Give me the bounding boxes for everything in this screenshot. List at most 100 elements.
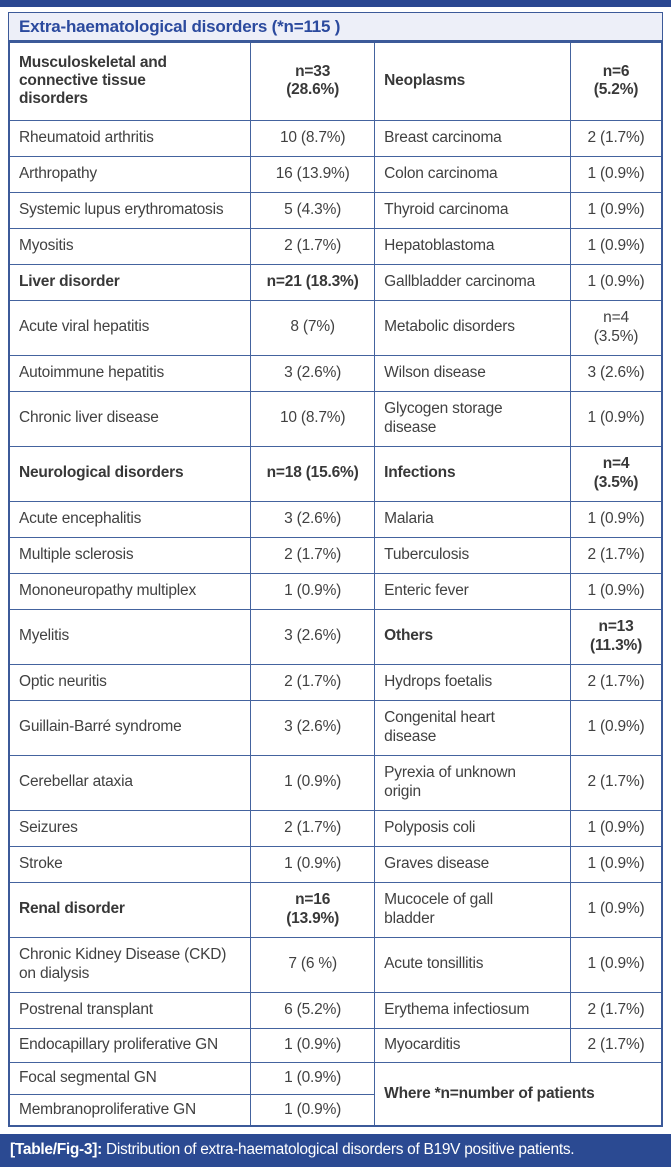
table-row: Chronic Kidney Disease (CKD) on dialysis… bbox=[8, 936, 663, 993]
disorder-cell: Tuberculosis bbox=[374, 536, 572, 574]
figure-caption: [Table/Fig-3]: Distribution of extra-hae… bbox=[0, 1134, 671, 1167]
count-cell: 3 (2.6%) bbox=[570, 354, 663, 392]
count-cell: 2 (1.7%) bbox=[570, 754, 663, 811]
table-title: Extra-haematological disorders (*n=115 ) bbox=[19, 17, 341, 36]
count-cell: 1 (0.9%) bbox=[250, 845, 376, 883]
table-row: Neurological disorders n=18 (15.6%) Infect… bbox=[8, 445, 663, 502]
count-cell: 2 (1.7%) bbox=[570, 1027, 663, 1063]
count-cell: 16 (13.9%) bbox=[250, 155, 376, 193]
count-cell: 2 (1.7%) bbox=[250, 227, 376, 265]
disorder-cell: Myocarditis bbox=[374, 1027, 572, 1063]
disorder-cell: Enteric fever bbox=[374, 572, 572, 610]
disorder-cell: Colon carcinoma bbox=[374, 155, 572, 193]
count-cell: 1 (0.9%) bbox=[570, 936, 663, 993]
count-cell: 2 (1.7%) bbox=[250, 809, 376, 847]
count-cell: n=13 (11.3%) bbox=[570, 608, 663, 665]
table-row: Endocapillary proliferative GN 1 (0.9%) My… bbox=[8, 1027, 663, 1063]
table-row: Cerebellar ataxia 1 (0.9%) Pyrexia of unkn… bbox=[8, 754, 663, 811]
count-cell: 10 (8.7%) bbox=[250, 119, 376, 157]
disorder-cell: Chronic Kidney Disease (CKD) on dialysis bbox=[8, 936, 252, 993]
count-cell: 1 (0.9%) bbox=[570, 881, 663, 938]
disorder-cell: Hydrops foetalis bbox=[374, 663, 572, 701]
disorder-cell: Infections bbox=[374, 445, 572, 502]
count-cell: 2 (1.7%) bbox=[570, 991, 663, 1029]
table-row: Stroke 1 (0.9%) Graves disease 1 (0.9%) bbox=[8, 845, 663, 883]
table-row: Acute encephalitis 3 (2.6%) Malaria 1 (0.9%… bbox=[8, 500, 663, 538]
table-row: Mononeuropathy multiplex 1 (0.9%) Enteric … bbox=[8, 572, 663, 610]
count-cell: 6 (5.2%) bbox=[250, 991, 376, 1029]
disorder-cell: Stroke bbox=[8, 845, 252, 883]
disorders-table: Musculoskeletal and connective tissue di… bbox=[8, 41, 663, 1127]
disorder-cell: Breast carcinoma bbox=[374, 119, 572, 157]
disorder-cell: Neoplasms bbox=[374, 41, 572, 121]
disorder-cell: Pyrexia of unknown origin bbox=[374, 754, 572, 811]
disorder-cell: Guillain-Barré syndrome bbox=[8, 699, 252, 756]
table-row: Guillain-Barré syndrome 3 (2.6%) Congenita… bbox=[8, 699, 663, 756]
caption-label: [Table/Fig-3]: bbox=[10, 1141, 102, 1158]
disorder-cell: Erythema infectiosum bbox=[374, 991, 572, 1029]
disorder-cell: Malaria bbox=[374, 500, 572, 538]
disorder-cell: Hepatoblastoma bbox=[374, 227, 572, 265]
table-row: Myositis 2 (1.7%) Hepatoblastoma 1 (0.9%) bbox=[8, 227, 663, 265]
table-row: Seizures 2 (1.7%) Polyposis coli 1 (0.9%) bbox=[8, 809, 663, 847]
disorder-cell: Optic neuritis bbox=[8, 663, 252, 701]
count-cell: n=4 (3.5%) bbox=[570, 299, 663, 356]
disorder-cell: Mucocele of gall bladder bbox=[374, 881, 572, 938]
table-row: Renal disorder n=16 (13.9%) Mucocele of ga… bbox=[8, 881, 663, 938]
count-cell: 2 (1.7%) bbox=[570, 119, 663, 157]
count-cell: 1 (0.9%) bbox=[570, 699, 663, 756]
count-cell: 1 (0.9%) bbox=[250, 754, 376, 811]
table-header-row: Extra-haematological disorders (*n=115 ) bbox=[8, 12, 663, 41]
table-row: Musculoskeletal and connective tissue di… bbox=[8, 41, 663, 121]
count-cell: n=16 (13.9%) bbox=[250, 881, 376, 938]
count-cell: 1 (0.9%) bbox=[570, 809, 663, 847]
table-row: Postrenal transplant 6 (5.2%) Erythema inf… bbox=[8, 991, 663, 1029]
disorders-table-body: Musculoskeletal and connective tissue di… bbox=[8, 41, 663, 1127]
count-cell: 1 (0.9%) bbox=[250, 1061, 376, 1095]
disorder-cell: Cerebellar ataxia bbox=[8, 754, 252, 811]
count-cell: n=4 (3.5%) bbox=[570, 445, 663, 502]
count-cell: 3 (2.6%) bbox=[250, 699, 376, 756]
count-cell: 3 (2.6%) bbox=[250, 500, 376, 538]
top-accent-bar bbox=[0, 0, 671, 7]
disorder-cell: Congenital heart disease bbox=[374, 699, 572, 756]
disorder-cell: Liver disorder bbox=[8, 263, 252, 301]
count-cell: n=6 (5.2%) bbox=[570, 41, 663, 121]
count-cell: 1 (0.9%) bbox=[570, 500, 663, 538]
disorder-cell: Gallbladder carcinoma bbox=[374, 263, 572, 301]
table-row: Optic neuritis 2 (1.7%) Hydrops foetalis 2 … bbox=[8, 663, 663, 701]
disorder-cell: Polyposis coli bbox=[374, 809, 572, 847]
count-cell: 5 (4.3%) bbox=[250, 191, 376, 229]
table-row: Chronic liver disease 10 (8.7%) Glycogen s… bbox=[8, 390, 663, 447]
disorder-cell: Metabolic disorders bbox=[374, 299, 572, 356]
disorder-cell: Focal segmental GN bbox=[8, 1061, 252, 1095]
count-cell: 1 (0.9%) bbox=[570, 572, 663, 610]
count-cell: 1 (0.9%) bbox=[250, 1093, 376, 1127]
disorder-cell: Acute tonsillitis bbox=[374, 936, 572, 993]
disorder-cell: Musculoskeletal and connective tissue di… bbox=[8, 41, 252, 121]
disorder-cell: Systemic lupus erythromatosis bbox=[8, 191, 252, 229]
disorder-cell: Chronic liver disease bbox=[8, 390, 252, 447]
table-row: Membranoproliferative GN 1 (0.9%) bbox=[8, 1093, 662, 1127]
disorder-cell: Others bbox=[374, 608, 572, 665]
disorder-cell: Wilson disease bbox=[374, 354, 572, 392]
table-row: Liver disorder n=21 (18.3%) Gallbladder ca… bbox=[8, 263, 663, 301]
disorder-cell: Graves disease bbox=[374, 845, 572, 883]
count-cell: 1 (0.9%) bbox=[570, 390, 663, 447]
table-row: Arthropathy 16 (13.9%) Colon carcinoma 1 (0… bbox=[8, 155, 663, 193]
count-cell: 3 (2.6%) bbox=[250, 608, 376, 665]
disorder-cell: Myositis bbox=[8, 227, 252, 265]
count-cell: 1 (0.9%) bbox=[570, 845, 663, 883]
disorder-cell: Autoimmune hepatitis bbox=[8, 354, 252, 392]
table-row: Rheumatoid arthritis 10 (8.7%) Breast carc… bbox=[8, 119, 663, 157]
disorder-cell: Multiple sclerosis bbox=[8, 536, 252, 574]
disorder-cell: Thyroid carcinoma bbox=[374, 191, 572, 229]
count-cell: 8 (7%) bbox=[250, 299, 376, 356]
count-cell: 2 (1.7%) bbox=[250, 536, 376, 574]
disorder-cell: Mononeuropathy multiplex bbox=[8, 572, 252, 610]
disorder-cell: Endocapillary proliferative GN bbox=[8, 1027, 252, 1063]
table-row: Multiple sclerosis 2 (1.7%) Tuberculosis 2 … bbox=[8, 536, 663, 574]
count-cell: 2 (1.7%) bbox=[570, 536, 663, 574]
count-cell: 1 (0.9%) bbox=[250, 572, 376, 610]
